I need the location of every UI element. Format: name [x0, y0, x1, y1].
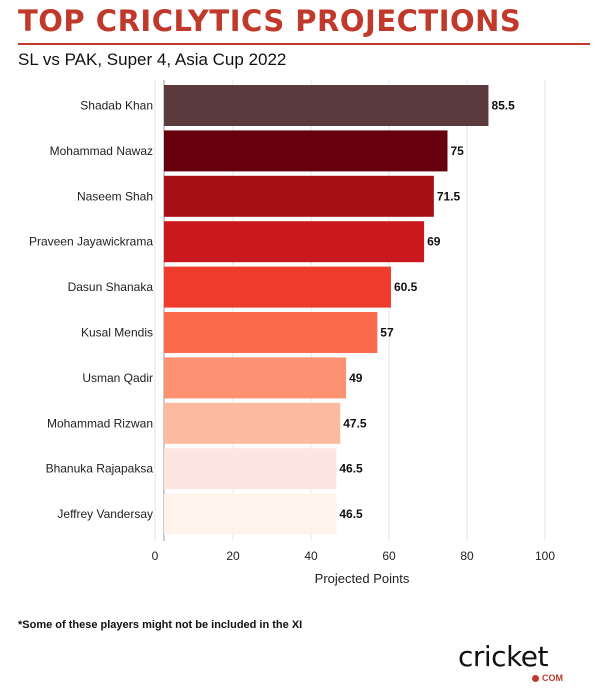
value-label: 49 [349, 371, 363, 385]
x-tick-label: 20 [226, 549, 240, 563]
x-tick-label: 60 [382, 549, 396, 563]
category-label: Dasun Shanaka [68, 280, 154, 294]
category-label: Praveen Jayawickrama [29, 235, 153, 249]
value-label: 47.5 [343, 416, 367, 430]
logo-wordmark: cricket [458, 640, 549, 673]
bar-chart: Shadab Khan 85.5 Mohammad Nawaz 75 Naseem Sh… [29, 80, 555, 586]
chart-subtitle: SL vs PAK, Super 4, Asia Cup 2022 [18, 50, 287, 69]
bar [164, 357, 347, 399]
bar [164, 266, 391, 308]
x-tick-label: 100 [535, 549, 555, 563]
x-axis-title: Projected Points [315, 571, 410, 586]
value-label: 46.5 [339, 507, 363, 521]
bar [164, 448, 337, 490]
bar [164, 175, 434, 217]
category-label: Mohammad Nawaz [50, 144, 153, 158]
chart-title: TOP CRICLYTICS PROJECTIONS [18, 4, 522, 38]
bar [164, 85, 489, 126]
bar [164, 493, 337, 535]
logo-suffix: COM [542, 673, 563, 683]
value-label: 46.5 [339, 462, 363, 476]
footnote: *Some of these players might not be incl… [18, 619, 303, 631]
bar [164, 130, 448, 172]
category-label: Mohammad Rizwan [47, 416, 153, 430]
x-tick-label: 0 [152, 549, 159, 563]
category-label: Bhanuka Rajapaksa [46, 462, 154, 476]
value-label: 75 [451, 144, 465, 158]
value-label: 57 [380, 326, 394, 340]
category-label: Jeffrey Vandersay [57, 507, 153, 521]
x-tick-label: 40 [304, 549, 318, 563]
bar [164, 402, 341, 444]
title-divider [18, 43, 590, 45]
value-label: 60.5 [394, 280, 418, 294]
category-label: Kusal Mendis [81, 326, 153, 340]
value-label: 85.5 [491, 99, 515, 113]
value-label: 69 [427, 235, 441, 249]
category-label: Shadab Khan [80, 99, 153, 113]
bar [164, 312, 378, 353]
logo-dot-icon [532, 675, 539, 682]
x-tick-label: 80 [460, 549, 474, 563]
category-label: Naseem Shah [77, 189, 153, 203]
category-label: Usman Qadir [82, 371, 153, 385]
value-label: 71.5 [437, 189, 461, 203]
cricket-com-logo: cricket COM [458, 640, 578, 684]
bar [164, 221, 425, 263]
